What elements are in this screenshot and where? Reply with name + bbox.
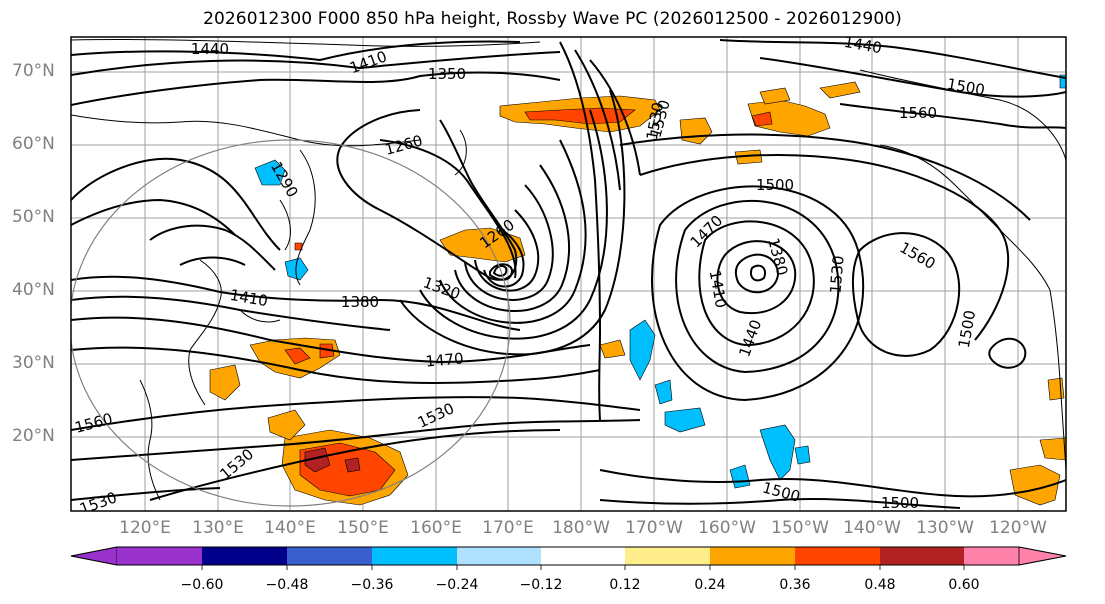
colorbar-tick-label: −0.12 — [519, 577, 563, 593]
colorbar-segment — [880, 547, 964, 565]
colorbar-tick-label: −0.48 — [265, 577, 309, 593]
colorbar-tick-label: 0.36 — [779, 577, 811, 593]
lat-label: 70°N — [12, 61, 55, 81]
lon-label: 150°W — [771, 518, 829, 538]
contour-label: 1350 — [428, 65, 466, 83]
colorbar — [70, 546, 1067, 570]
colorbar-extend-low — [70, 546, 118, 566]
colorbar-segment — [287, 547, 372, 565]
contour-label: 1440 — [191, 40, 229, 58]
colorbar-segment — [117, 547, 202, 565]
lon-label: 160°W — [698, 518, 756, 538]
colorbar-tick-label: −0.24 — [435, 577, 479, 593]
coastlines — [71, 38, 1066, 501]
reference-circle — [71, 139, 511, 507]
colorbar-segment — [202, 547, 287, 565]
colorbar-tick-label: 0.12 — [609, 577, 641, 593]
colorbar-tick-label: 0.48 — [864, 577, 896, 593]
colorbar-segment — [795, 547, 880, 565]
colorbar-tick-label: 0.60 — [948, 577, 980, 593]
contour-label: 1380 — [341, 293, 379, 311]
lon-label: 180°W — [552, 518, 610, 538]
contour-label: 1470 — [425, 349, 465, 370]
lon-label: 130°E — [192, 518, 244, 538]
lat-label: 20°N — [12, 426, 55, 446]
colorbar-extend-high — [1018, 546, 1067, 566]
lon-label: 120°W — [989, 518, 1047, 538]
colorbar-segment — [964, 547, 1019, 565]
lon-label: 120°E — [119, 518, 171, 538]
contour-label: 1500 — [756, 176, 794, 194]
colorbar-tick-label: −0.60 — [180, 577, 224, 593]
lon-label: 130°W — [916, 518, 974, 538]
map-border — [70, 36, 1067, 512]
lon-label: 170°E — [482, 518, 534, 538]
colorbar-segment — [625, 547, 710, 565]
anomaly-shading — [209, 74, 1066, 506]
colorbar-segment — [541, 547, 625, 565]
lon-label: 140°W — [843, 518, 901, 538]
contour-label: 1440 — [843, 33, 884, 57]
lon-label: 140°E — [264, 518, 316, 538]
colorbar-tick-label: 0.24 — [694, 577, 726, 593]
colorbar-segment — [372, 547, 457, 565]
colorbar-segment — [710, 547, 795, 565]
colorbar-segment — [457, 547, 541, 565]
lat-label: 50°N — [12, 207, 55, 227]
height-contours — [71, 39, 1066, 509]
lat-label: 40°N — [12, 280, 55, 300]
colorbar-tick-label: −0.36 — [350, 577, 394, 593]
contour-label: 1500 — [881, 494, 919, 512]
contour-label: 1530 — [826, 255, 847, 295]
contour-label: 1560 — [899, 104, 937, 122]
lat-label: 60°N — [12, 134, 55, 154]
lon-label: 160°E — [410, 518, 462, 538]
lat-label: 30°N — [12, 353, 55, 373]
map-title: 2026012300 F000 850 hPa height, Rossby W… — [203, 9, 902, 29]
lon-label: 150°E — [337, 518, 389, 538]
lon-label: 170°W — [625, 518, 683, 538]
